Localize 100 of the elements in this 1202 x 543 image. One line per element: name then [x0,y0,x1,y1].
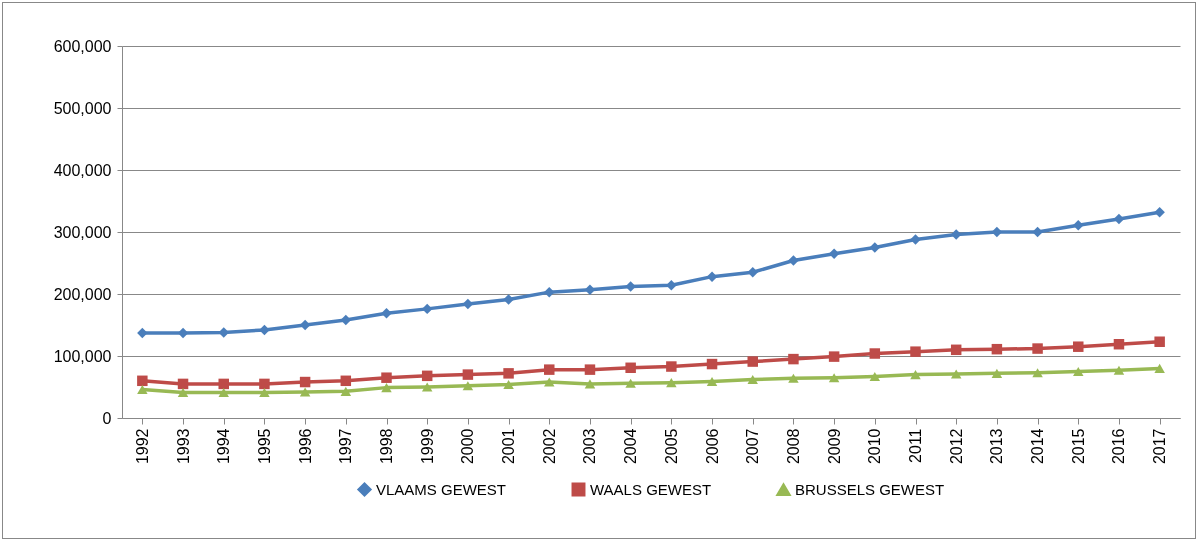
x-tick-label: 2012 [947,428,965,465]
point [259,378,270,390]
point [584,379,596,389]
x-tick-label: 2011 [907,428,924,463]
point [1032,368,1043,378]
y-tick-label: 600,000 [53,37,112,55]
point [299,387,311,397]
point [503,379,514,390]
point [137,384,148,395]
x-tick-label: 2006 [703,428,721,465]
point [869,371,881,381]
point [1154,336,1165,347]
point [177,388,189,398]
point [1154,206,1165,218]
point [544,286,555,298]
point [544,364,555,375]
point [828,248,840,259]
point [910,234,921,245]
x-tick-label: 1999 [418,428,436,465]
point [340,386,352,396]
x-tick-label: 2013 [988,428,1006,465]
x-tick-label: 2010 [866,428,884,465]
x-tick-label: 2003 [581,428,599,465]
point [259,388,270,398]
x-tick-label: 2009 [825,428,843,465]
point [1073,219,1084,231]
legend-label: BRUSSELS GEWEST [795,480,945,498]
point [137,375,148,387]
point [788,353,799,365]
y-tick-label: 100,000 [53,347,112,365]
point [1073,341,1084,352]
point [828,373,840,383]
point [1154,363,1165,373]
x-tick-label: 2005 [662,428,680,465]
point [910,346,921,357]
point [828,351,840,362]
legend-label: WAALS GEWEST [590,480,712,498]
point [421,382,433,392]
x-tick-label: 2008 [784,428,802,465]
point [1073,366,1084,377]
x-tick-label: 2016 [1110,428,1128,465]
point [625,281,636,292]
x-tick-label: 1992 [133,428,151,465]
point [788,373,799,383]
point [625,378,636,388]
point [869,242,881,253]
point [1113,338,1125,350]
point [421,370,433,382]
point [950,369,962,379]
point [1032,226,1043,238]
x-tick-label: 2002 [540,428,558,465]
x-tick-label: 1996 [296,428,314,465]
point [666,378,677,388]
x-tick-label: 1997 [337,428,355,465]
legend-label: VLAAMS GEWEST [376,480,507,498]
point [706,376,718,386]
point [666,361,677,372]
point [381,307,392,319]
point [1032,343,1043,354]
x-tick-label: 1993 [174,428,192,465]
point [462,381,474,391]
point [706,358,718,370]
y-tick-label: 300,000 [53,223,112,241]
point [299,376,311,388]
point [1113,365,1125,375]
point [218,388,229,398]
point [950,344,962,356]
point [747,356,758,367]
x-tick-label: 2001 [500,428,518,465]
point [747,375,758,385]
point [869,348,881,359]
point [137,327,148,339]
point [503,368,514,379]
point [544,377,555,387]
y-tick-label: 200,000 [53,285,112,303]
x-tick-label: 2014 [1029,428,1047,465]
point [503,294,514,305]
y-tick-label: 0 [102,409,112,427]
point [381,383,392,393]
point [991,368,1003,378]
point [218,378,229,390]
x-tick-label: 2017 [1151,428,1169,465]
point [991,343,1003,355]
point [666,280,677,291]
point [788,255,799,266]
x-tick-label: 2015 [1069,428,1087,465]
point [177,378,189,390]
y-tick-label: 400,000 [53,161,112,179]
point [340,375,352,387]
point [910,370,921,380]
x-tick-label: 2004 [622,428,640,465]
x-tick-label: 2000 [459,428,477,465]
point [747,267,758,278]
x-tick-label: 2007 [744,428,762,465]
y-tick-label: 500,000 [53,99,112,117]
x-tick-label: 1998 [378,428,395,465]
point [462,369,474,380]
point [381,372,392,383]
x-tick-label: 1994 [215,428,233,465]
point [625,362,636,374]
